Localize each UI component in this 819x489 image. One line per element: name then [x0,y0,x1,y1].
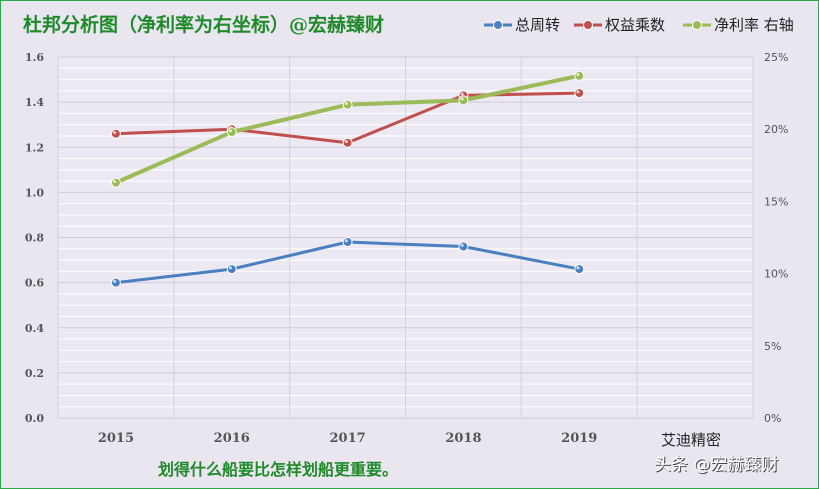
left-tick-label: 1.6 [25,51,44,64]
data-point [459,242,468,251]
data-point-highlight [576,266,579,269]
grid-layer [58,57,753,418]
left-tick-label: 0.6 [25,277,44,290]
right-tick-label: 20% [764,123,788,136]
right-tick-label: 0% [764,412,781,425]
x-tick-label: 2019 [561,431,597,446]
data-point [111,178,120,187]
right-tick-label: 25% [764,51,788,64]
data-point [459,96,468,105]
data-point [227,128,236,137]
data-point [575,265,584,274]
x-tick-label: 2018 [445,431,481,446]
left-tick-label: 0.8 [25,232,44,245]
bottom-subtitle: 划得什么船要比怎样划船更重要。 [158,460,398,479]
legend: 总周转 权益乘数 净利率 右轴 [484,16,794,34]
data-point-highlight [345,239,348,242]
data-point-highlight [113,280,116,283]
data-point [343,100,352,109]
watermark: 头条 @宏赫臻财 [654,455,778,475]
left-tick-label: 0.4 [25,322,44,335]
data-point [111,278,120,287]
company-label: 艾迪精密 [661,431,721,449]
data-point-highlight [576,73,579,76]
data-point-highlight [229,129,232,132]
data-point-highlight [576,90,579,93]
legend-marker [693,21,702,30]
data-point-highlight [461,92,464,95]
data-point [343,238,352,247]
right-tick-label: 5% [764,340,781,353]
legend-marker [494,21,503,30]
data-point [575,89,584,98]
data-point-highlight [113,131,116,134]
x-tick-label: 2015 [98,431,134,446]
data-point [343,138,352,147]
legend-label: 总周转 [515,16,560,34]
legend-label: 净利率 右轴 [714,16,794,34]
x-tick-label: 2016 [214,431,250,446]
left-tick-label: 0.2 [25,367,44,380]
data-point [575,71,584,80]
data-point-highlight [461,244,464,247]
chart-title: 杜邦分析图（净利率为右坐标）@宏赫臻财 [23,13,384,36]
right-tick-label: 10% [764,268,788,281]
left-tick-label: 1.0 [25,186,44,199]
x-tick-label: 2017 [329,431,365,446]
data-point-highlight [113,180,116,183]
data-point-highlight [345,102,348,105]
left-tick-label: 0.0 [25,412,44,425]
legend-marker [584,21,593,30]
legend-label: 权益乘数 [605,16,665,34]
data-point-highlight [345,140,348,143]
data-point [111,129,120,138]
left-tick-label: 1.4 [25,96,44,109]
data-point-highlight [461,97,464,100]
right-tick-label: 15% [764,195,788,208]
data-point [227,265,236,274]
data-point-highlight [229,266,232,269]
left-tick-label: 1.2 [25,141,44,154]
